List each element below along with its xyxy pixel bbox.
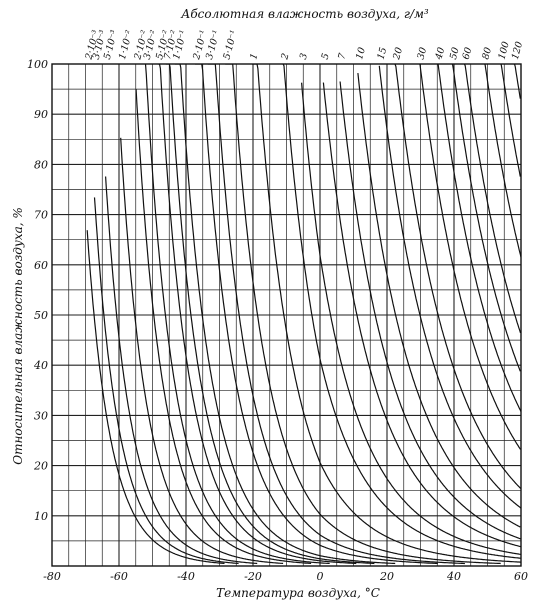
humidity-curve (357, 73, 521, 528)
humidity-curve (500, 64, 521, 177)
humidity-curve (86, 230, 225, 564)
y-tick-label: 100 (27, 58, 48, 71)
series-label: 30 (415, 46, 429, 61)
humidity-curve (451, 64, 521, 372)
humidity-curve (378, 65, 521, 509)
y-tick-label: 50 (34, 309, 48, 322)
humidity-curve (144, 64, 330, 564)
humidity-curve (418, 64, 521, 450)
humidity-curve (282, 64, 521, 559)
x-tick-label: 20 (379, 570, 394, 583)
humidity-curve (322, 82, 521, 548)
humidity-curve (394, 64, 521, 489)
humidity-curve (165, 64, 375, 565)
humidity-curve (105, 176, 258, 565)
series-labels: 2·10⁻³3·10⁻³5·10⁻³1·10⁻²2·10⁻²3·10⁻²5·10… (83, 29, 525, 62)
humidity-curve (207, 64, 465, 565)
humidity-curve (463, 64, 521, 334)
x-tick-label: 40 (446, 570, 461, 583)
humidity-curve (225, 64, 501, 565)
series-label: 5·10⁻¹ (221, 29, 239, 61)
y-tick-label: 30 (34, 409, 48, 422)
humidity-curve (484, 64, 521, 258)
series-label: 7 (336, 51, 348, 61)
y-tick-labels: 10 20 30 40 50 60 70 80 90 100 (27, 58, 48, 523)
series-label: 15 (376, 46, 390, 61)
humidity-curve (339, 81, 521, 540)
series-label: 10 (354, 46, 368, 61)
y-tick-label: 90 (34, 108, 48, 121)
x-tick-label: -80 (43, 570, 61, 583)
series-label: 5 (320, 52, 332, 61)
plot-frame (51, 63, 522, 567)
humidity-curve (135, 89, 312, 564)
y-tick-label: 10 (34, 510, 48, 523)
x-tick-label: 0 (317, 570, 324, 583)
humidity-curves (86, 64, 521, 565)
series-label: 3 (298, 52, 310, 61)
humidity-curve (157, 64, 357, 565)
series-label: 40 (433, 46, 447, 61)
series-label: 2 (279, 52, 291, 62)
grid (52, 64, 521, 566)
humidity-curve (301, 82, 521, 555)
x-tick-label: -20 (244, 570, 262, 583)
humidity-curve (120, 137, 284, 564)
series-label: 50 (448, 46, 462, 61)
humidity-curve (195, 64, 438, 565)
y-axis-title: Относительная влажность воздуха, % (11, 207, 25, 465)
series-label: 20 (391, 46, 405, 61)
series-label: 60 (461, 46, 475, 61)
x-tick-label: 60 (514, 570, 528, 583)
y-tick-label: 20 (33, 460, 48, 473)
humidity-curve (93, 197, 239, 565)
humidity-curve (252, 64, 521, 563)
series-label: 120 (510, 40, 525, 60)
x-tick-labels: -80 -60 -40 -20 0 20 40 60 (43, 570, 528, 583)
y-tick-label: 70 (34, 209, 48, 222)
humidity-curve (174, 64, 396, 565)
y-tick-label: 80 (34, 158, 48, 171)
y-tick-label: 40 (33, 359, 48, 372)
humidity-curve (513, 64, 521, 99)
humidity-curve (437, 64, 521, 412)
chart-title: Абсолютная влажность воздуха, г/м³ (180, 7, 429, 21)
x-axis-title: Температура воздуха, °C (216, 586, 380, 600)
series-label: 1 (248, 52, 260, 61)
series-label: 80 (480, 46, 494, 61)
x-tick-label: -40 (177, 570, 195, 583)
y-tick-label: 60 (34, 259, 48, 272)
x-tick-label: -60 (110, 570, 128, 583)
series-label: 100 (496, 40, 511, 60)
